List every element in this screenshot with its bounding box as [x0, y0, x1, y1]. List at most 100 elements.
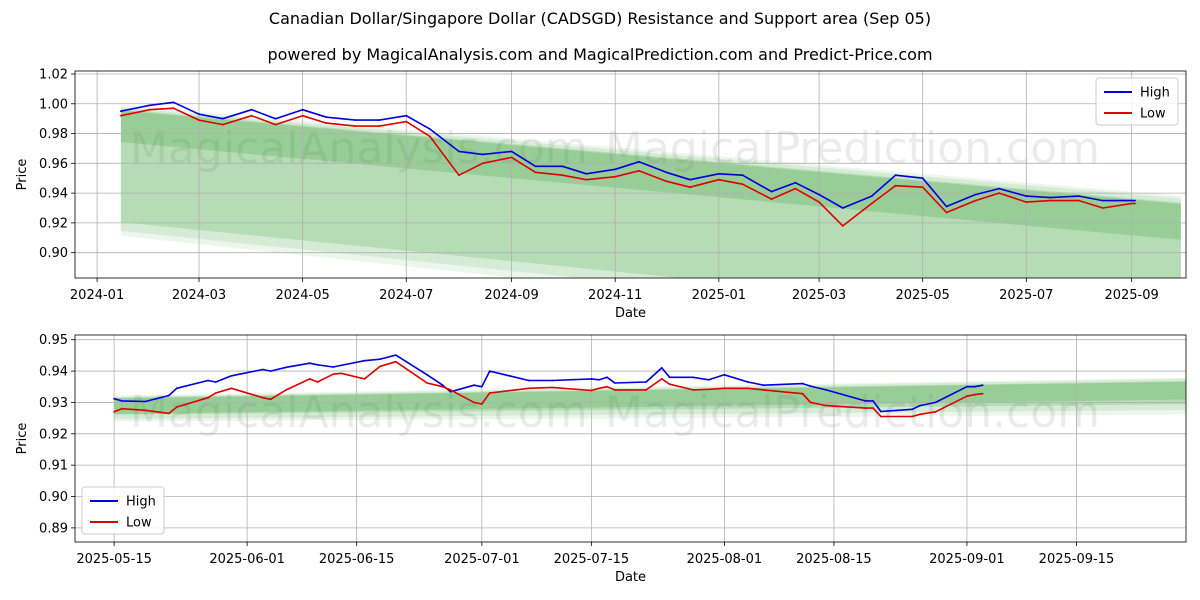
data-point-low — [973, 393, 976, 396]
data-point-high — [510, 150, 513, 153]
y-axis-label: Price — [15, 423, 30, 455]
data-point-low — [598, 387, 601, 390]
data-point-high — [1078, 195, 1080, 198]
x-tick-label: 2024-11 — [588, 288, 642, 303]
data-point-low — [945, 211, 948, 214]
data-point-low — [585, 178, 588, 181]
ticks: 0.90 0.92 0.94 0.96 0.98 1.00 1.02 2024-01 2024-… — [39, 67, 1186, 303]
data-point-low — [426, 382, 428, 384]
data-point-high — [458, 150, 460, 153]
data-point-low — [250, 114, 253, 117]
data-point-high — [426, 373, 428, 376]
y-tick-label: 0.94 — [39, 365, 68, 380]
y-tick-label: 0.94 — [39, 187, 68, 202]
data-point-high — [148, 104, 151, 107]
data-point-low — [770, 198, 773, 201]
data-point-high — [230, 374, 233, 377]
x-tick-label: 2025-08-01 — [687, 552, 763, 567]
data-point-high — [614, 168, 617, 171]
data-point-low — [638, 169, 640, 172]
data-point-high — [269, 370, 272, 372]
data-point-high — [274, 117, 277, 120]
y-tick-label: 0.90 — [39, 246, 68, 261]
data-point-low — [762, 389, 765, 391]
data-point-low — [707, 388, 710, 391]
data-point-high — [250, 108, 253, 111]
data-point-high — [534, 165, 537, 168]
data-point-high — [261, 368, 264, 371]
x-tick-label: 2025-09-15 — [1039, 552, 1115, 567]
data-point-low — [645, 389, 647, 391]
data-point-low — [354, 125, 357, 127]
data-point-low — [801, 392, 804, 395]
data-point-high — [818, 193, 820, 196]
data-point-low — [274, 123, 277, 126]
chart-title: Canadian Dollar/Singapore Dollar (CADSGD… — [268, 9, 932, 28]
data-point-low — [590, 389, 593, 392]
data-point-high — [880, 410, 882, 413]
data-point-high — [614, 382, 616, 384]
data-point-high — [120, 110, 122, 113]
x-tick-label: 2024-09 — [484, 288, 538, 303]
data-point-low — [747, 387, 749, 390]
y-tick-label: 0.98 — [39, 127, 68, 142]
data-point-low — [144, 409, 147, 412]
data-point-high — [590, 378, 593, 380]
data-point-low — [207, 396, 209, 399]
data-point-low — [340, 372, 342, 375]
data-point-high — [405, 114, 408, 117]
data-point-low — [880, 415, 882, 418]
data-point-high — [668, 376, 671, 379]
band-layer — [114, 377, 1186, 422]
data-point-low — [717, 178, 720, 181]
y-tick-label: 1.00 — [39, 97, 68, 112]
x-tick-label: 2025-09 — [1104, 288, 1158, 303]
data-point-high — [770, 190, 773, 193]
data-point-low — [148, 108, 151, 111]
data-point-high — [379, 358, 381, 361]
data-point-low — [316, 381, 319, 383]
data-point-low — [221, 123, 224, 126]
data-point-low — [175, 406, 178, 408]
data-point-high — [665, 171, 668, 174]
data-point-high — [945, 205, 948, 208]
data-point-low — [660, 378, 663, 380]
data-point-high — [692, 376, 694, 379]
data-point-high — [717, 172, 720, 175]
data-point-high — [214, 381, 217, 383]
data-point-low — [405, 120, 408, 123]
data-point-high — [825, 389, 827, 391]
data-point-low — [872, 407, 874, 409]
x-tick-label: 2024-05 — [275, 288, 329, 303]
data-point-high — [172, 101, 175, 104]
data-point-low — [1025, 201, 1028, 204]
data-point-high — [894, 174, 897, 177]
data-point-low — [269, 398, 272, 401]
data-point-high — [1134, 199, 1136, 202]
data-point-low — [510, 156, 513, 159]
data-point-high — [488, 370, 491, 372]
data-point-low — [870, 202, 873, 205]
series-high-line — [113, 354, 983, 413]
chart-1: MagicalAnalysis.com MagicalPrediction.com… — [15, 67, 1187, 321]
data-point-high — [934, 401, 937, 404]
y-tick-label: 0.89 — [39, 521, 68, 536]
data-point-high — [801, 382, 804, 385]
y-axis-label: Price — [15, 159, 30, 191]
data-point-low — [741, 183, 744, 186]
x-tick-label: 2025-05-15 — [76, 552, 152, 567]
data-point-high — [1101, 199, 1104, 202]
x-tick-label: 2025-09-01 — [929, 552, 1005, 567]
legend: High Low — [81, 486, 165, 535]
data-point-low — [864, 407, 867, 409]
data-point-high — [921, 177, 924, 180]
data-point-low — [911, 415, 914, 418]
data-point-high — [308, 362, 311, 365]
data-point-low — [561, 174, 564, 177]
data-point-high — [660, 367, 663, 369]
data-point-low — [308, 378, 311, 380]
data-point-high — [911, 408, 914, 411]
x-tick-label: 2025-07-01 — [444, 552, 520, 567]
x-tick-label: 2024-07 — [379, 288, 433, 303]
data-point-high — [645, 381, 647, 383]
